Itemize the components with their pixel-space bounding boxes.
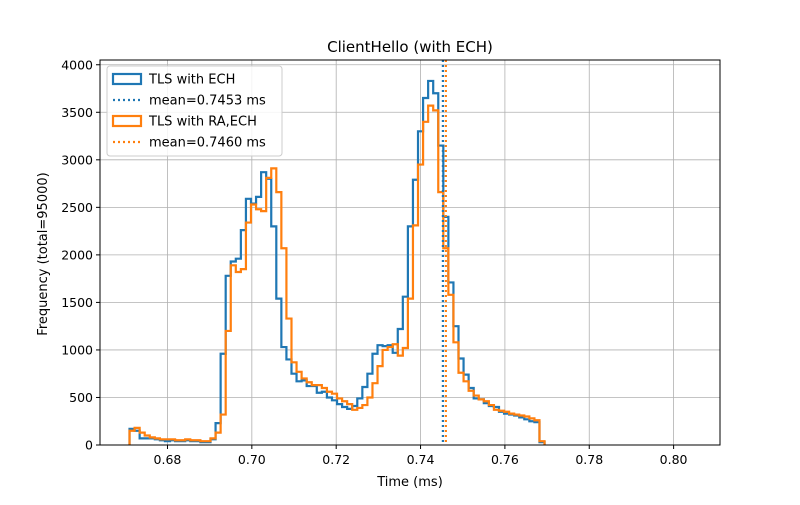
plot-area <box>128 60 546 445</box>
legend-label-series-2: TLS with RA,ECH <box>148 115 257 130</box>
axes: 0.68 0.70 0.72 0.74 0.76 0.78 0.80 0 500 1000 1500… <box>61 57 721 467</box>
legend-mean-label-series-1: mean=0.7453 ms <box>149 94 266 109</box>
y-axis-label: Frequency (total=95000) <box>36 172 51 335</box>
chart-title: ClientHello (with ECH) <box>327 38 493 56</box>
legend-swatch-series-2 <box>111 114 143 128</box>
y-tick-label: 0 <box>85 438 93 453</box>
x-tick-label: 0.78 <box>575 452 603 467</box>
legend-swatch-series-1 <box>111 72 143 86</box>
grid <box>100 60 720 446</box>
legend: TLS with ECH mean=0.7453 ms TLS with RA,EC… <box>106 65 283 157</box>
y-tick-label: 3500 <box>61 105 93 120</box>
legend-box <box>106 65 283 157</box>
histogram-series-2 <box>128 104 546 445</box>
y-tick-label: 1000 <box>61 342 93 357</box>
x-tick-label: 0.74 <box>407 452 435 467</box>
y-tick-label: 2000 <box>61 247 93 262</box>
y-tick-label: 1500 <box>61 295 93 310</box>
y-tick-label: 500 <box>69 390 93 405</box>
legend-mean-label-series-2: mean=0.7460 ms <box>149 136 266 151</box>
y-tick-label: 2500 <box>61 200 93 215</box>
legend-label-series-1: TLS with ECH <box>148 73 235 88</box>
y-tick-label: 3000 <box>61 152 93 167</box>
x-tick-label: 0.76 <box>491 452 519 467</box>
x-axis-label: Time (ms) <box>376 475 443 490</box>
x-tick-label: 0.72 <box>322 452 350 467</box>
x-tick-label: 0.80 <box>660 452 688 467</box>
x-tick-label: 0.70 <box>238 452 266 467</box>
y-tick-label: 4000 <box>61 57 93 72</box>
x-tick-label: 0.68 <box>154 452 182 467</box>
plot-frame <box>99 59 721 446</box>
